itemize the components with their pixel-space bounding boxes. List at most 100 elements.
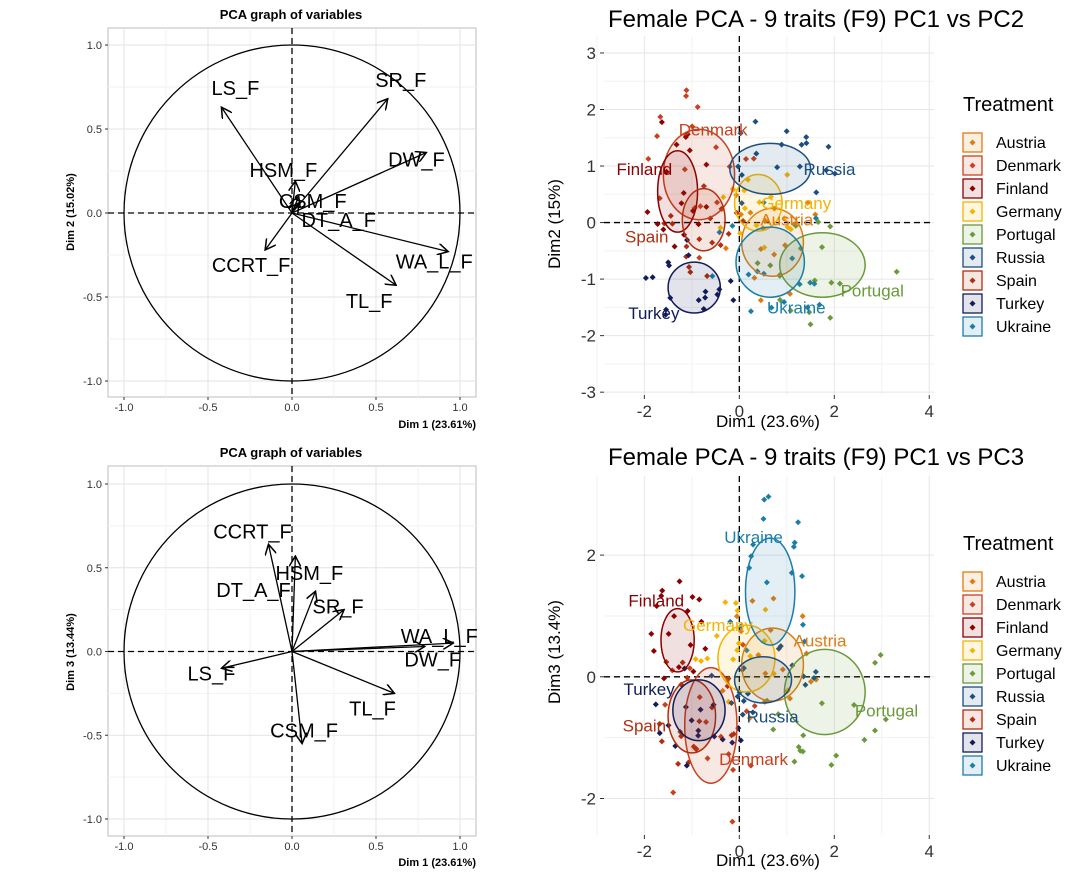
x-tick-label: 2 [830, 842, 839, 861]
ellipse-turkey [672, 679, 726, 742]
point-austria [813, 676, 820, 683]
y-tick-label: -1.0 [83, 376, 102, 388]
point-finland [658, 119, 665, 126]
point-austria [779, 666, 786, 673]
x-axis-label: Dim 1 (23.61%) [398, 857, 476, 869]
variable-label: TL_F [346, 291, 393, 313]
point-russia [803, 134, 810, 141]
point-russia [789, 662, 796, 669]
point-germany [784, 171, 791, 178]
point-germany [732, 600, 739, 607]
point-portugal [877, 652, 884, 659]
point-russia [803, 140, 810, 147]
variable-label: WA_L_F [401, 626, 478, 648]
point-russia [823, 167, 830, 174]
y-axis-label: Dim 3 (13.44%) [65, 613, 77, 691]
variable-label: SR_F [313, 597, 364, 619]
legend-marker [969, 762, 976, 769]
point-denmark [645, 155, 652, 162]
legend-marker [969, 162, 976, 169]
point-russia [802, 681, 809, 688]
point-russia [738, 200, 745, 207]
point-portugal [777, 296, 784, 303]
point-spain [709, 239, 716, 246]
y-tick-label: 2 [587, 100, 596, 119]
x-axis-label: Dim1 (23.6%) [716, 412, 820, 431]
legend-item-label: Turkey [996, 296, 1044, 313]
point-russia [734, 693, 741, 700]
point-austria [770, 595, 777, 602]
legend-item-label: Turkey [996, 735, 1044, 752]
point-turkey [695, 727, 702, 734]
arrow-tl_f [291, 212, 396, 285]
point-russia [798, 141, 805, 148]
x-tick-label: 0.5 [368, 841, 383, 853]
group-label: Spain [623, 716, 666, 735]
point-spain [696, 718, 703, 725]
x-tick-label: 1.0 [452, 402, 467, 414]
point-russia [774, 164, 781, 171]
group-label: Denmark [719, 750, 788, 769]
point-finland [675, 664, 682, 671]
point-denmark [751, 702, 758, 709]
point-turkey [656, 730, 663, 737]
point-finland [673, 141, 680, 148]
x-tick-label: -0.5 [199, 841, 218, 853]
arrow-csm_f [291, 651, 302, 744]
x-tick-label: 0.5 [368, 402, 383, 414]
point-austria [746, 715, 753, 722]
ellipse-ukraine [744, 537, 796, 646]
point-spain [683, 243, 690, 250]
point-portugal [770, 726, 777, 733]
legend-item-label: Denmark [996, 597, 1062, 614]
legend: Treatment Austria Denmark Finland Germany Por… [962, 533, 1062, 776]
legend-item-label: Russia [996, 250, 1045, 267]
point-spain [686, 264, 693, 271]
point-finland [695, 221, 702, 228]
ellipse-finland [660, 607, 695, 673]
point-austria [786, 695, 793, 702]
point-ukraine [746, 564, 753, 571]
variable-label: CCRT_F [213, 521, 292, 543]
point-germany [730, 656, 737, 663]
point-austria [757, 297, 764, 304]
point-ukraine [799, 573, 806, 580]
group-label: Turkey [623, 680, 675, 699]
legend-item-label: Russia [996, 689, 1045, 706]
y-tick-label: -1.0 [83, 814, 102, 826]
point-turkey [665, 259, 672, 266]
point-ukraine [781, 298, 788, 305]
legend-marker [969, 624, 976, 631]
point-portugal [807, 321, 814, 328]
point-austria [762, 217, 769, 224]
point-russia [825, 143, 832, 150]
point-portugal [811, 277, 818, 284]
group-label: Germany [761, 194, 831, 213]
point-germany [698, 657, 705, 664]
x-tick-label: -0.5 [199, 402, 218, 414]
arrow-ccrt_f [265, 212, 293, 250]
y-tick-label: -0.5 [83, 292, 102, 304]
point-austria [722, 245, 729, 252]
legend-item-label: Ukraine [996, 758, 1051, 775]
arrow-dt_a_f [292, 203, 299, 213]
point-ukraine [812, 215, 819, 222]
point-portugal [828, 762, 835, 769]
legend-marker [969, 254, 976, 261]
point-portugal [799, 748, 806, 755]
point-denmark [654, 133, 661, 140]
y-tick-label: 1 [587, 157, 596, 176]
legend-item-label: Spain [996, 273, 1037, 290]
point-turkey [737, 737, 744, 744]
point-portugal [767, 262, 774, 269]
point-denmark [681, 166, 688, 173]
y-axis-label: Dim3 (13.4%) [545, 600, 564, 704]
point-denmark [750, 155, 757, 162]
legend-item-label: Portugal [996, 666, 1056, 683]
point-finland [703, 203, 710, 210]
x-tick-label: 0 [735, 402, 744, 421]
point-finland [644, 208, 651, 215]
y-tick-label: 1.0 [87, 479, 102, 491]
group-label: Austria [760, 211, 813, 230]
arrow-dt_a_f [291, 591, 316, 652]
